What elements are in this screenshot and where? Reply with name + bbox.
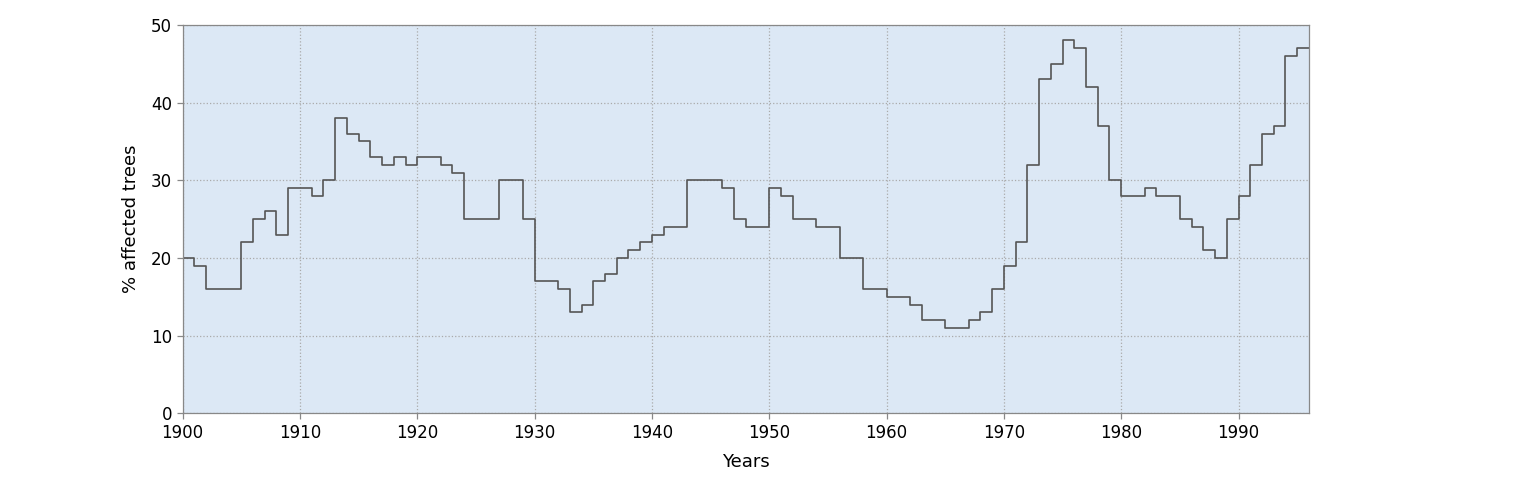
Y-axis label: % affected trees: % affected trees — [122, 145, 140, 293]
X-axis label: Years: Years — [721, 453, 770, 471]
Polygon shape — [183, 40, 1309, 413]
